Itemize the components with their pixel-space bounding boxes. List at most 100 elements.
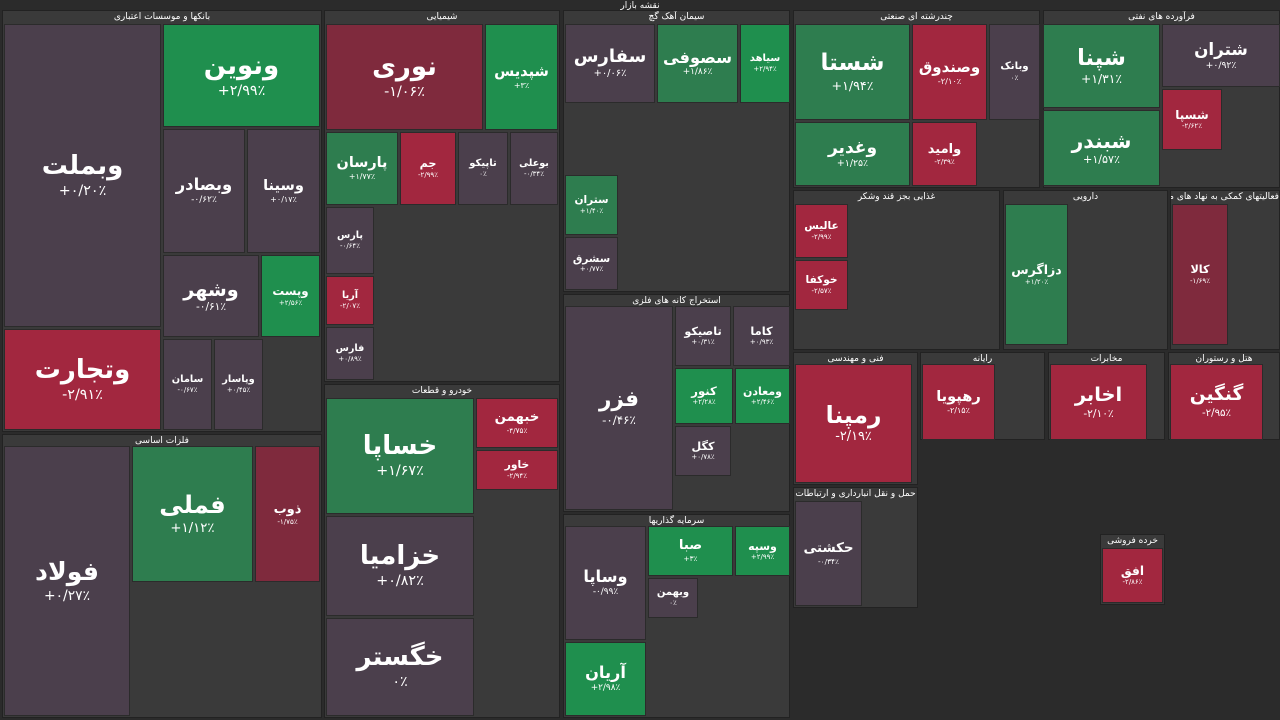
stock-tile[interactable]: وبملت +۰/۲۰٪ (4, 24, 161, 327)
stock-tile[interactable]: نوری -۱/۰۶٪ (326, 24, 483, 130)
stock-tile[interactable]: وغدیر +۱/۲۵٪ (795, 122, 910, 186)
stock-tile[interactable]: آریا -۲/۰۷٪ (326, 276, 374, 325)
stock-tile[interactable]: گنگین -۲/۹۵٪ (1170, 364, 1263, 440)
stock-tile[interactable]: پارس -۰/۶۴٪ (326, 207, 374, 274)
stock-change: +۳٪ (513, 80, 530, 90)
stock-tile[interactable]: وشهر -۰/۶۱٪ (163, 255, 259, 337)
stock-symbol: جم (419, 157, 437, 171)
stock-tile[interactable]: افق -۲/۸۶٪ (1102, 548, 1163, 603)
stock-tile[interactable]: خبهمن -۴/۷۵٪ (476, 398, 558, 448)
stock-tile[interactable]: خزامیا +۰/۸۲٪ (326, 516, 474, 616)
stock-tile[interactable]: وساپا -۰/۹۹٪ (565, 526, 646, 640)
stock-change: +۱/۲۵٪ (836, 158, 869, 170)
stock-change: -۲/۹۵٪ (1201, 407, 1232, 419)
stock-change: -۱/۶۹٪ (1190, 276, 1210, 285)
stock-change: -۲/۹۹٪ (418, 170, 438, 179)
stock-symbol: کاما (750, 323, 773, 338)
stock-tile[interactable]: وسینا +۰/۱۷٪ (247, 129, 320, 253)
stock-change: -۲/۹۹٪ (811, 232, 832, 241)
stock-change: -۲/۱۰٪ (1083, 406, 1114, 420)
stock-change: +۱/۳۱٪ (1081, 72, 1122, 87)
stock-tile[interactable]: صبا +۳٪ (648, 526, 733, 576)
stock-tile[interactable]: وصندوق -۲/۱۰٪ (912, 24, 987, 120)
stock-symbol: عالیس (804, 220, 839, 233)
stock-tile[interactable]: کگل +۰/۷۸٪ (675, 426, 731, 476)
sector-name: حمل و نقل انبارداری و ارتباطات (795, 489, 916, 499)
stock-change: -۲/۳۹٪ (934, 157, 955, 167)
stock-change: +۱/۵۷٪ (1083, 152, 1120, 166)
stock-tile[interactable]: سصوفی +۱/۸۶٪ (657, 24, 738, 103)
stock-change: ۰٪ (479, 169, 487, 178)
stock-tile[interactable]: پارسان +۱/۷۷٪ (326, 132, 398, 205)
stock-symbol: آریان (585, 663, 626, 683)
stock-tile[interactable]: وبانک ۰٪ (989, 24, 1040, 120)
stock-symbol: ومعادن (742, 384, 783, 398)
stock-tile[interactable]: فولاد +۰/۲۷٪ (4, 446, 130, 716)
stock-change: +۲/۹۸٪ (590, 682, 621, 693)
stock-symbol: افق (1120, 563, 1145, 578)
stock-change: -۰/۳۴٪ (524, 169, 544, 178)
stock-tile[interactable]: بوعلی -۰/۳۴٪ (510, 132, 558, 205)
stock-tile[interactable]: ستران +۱/۴۰٪ (565, 175, 618, 235)
stock-tile[interactable]: خوکفا -۲/۵۷٪ (795, 260, 848, 310)
stock-tile[interactable]: کالا -۱/۶۹٪ (1172, 204, 1228, 345)
stock-tile[interactable]: ذوب -۱/۷۵٪ (255, 446, 320, 582)
stock-tile[interactable]: شپدیس +۳٪ (485, 24, 558, 130)
stock-tile[interactable]: وامید -۲/۳۹٪ (912, 122, 977, 186)
stock-symbol: ستران (574, 194, 609, 207)
sector-name: فنی و مهندسی (827, 354, 884, 364)
stock-tile[interactable]: دزاگرس +۱/۲۰٪ (1005, 204, 1068, 345)
sector-name: رایانه (972, 354, 993, 364)
stock-tile[interactable]: خساپا +۱/۶۷٪ (326, 398, 474, 514)
stock-tile[interactable]: شسپا -۲/۶۲٪ (1162, 89, 1222, 150)
stock-symbol: خزامیا (359, 541, 441, 572)
stock-tile[interactable]: وسپه +۲/۹۹٪ (735, 526, 790, 576)
stock-change: +۱/۷۷٪ (348, 171, 376, 181)
stock-tile[interactable]: آریان +۲/۹۸٪ (565, 642, 646, 716)
stock-tile[interactable]: سفارس +۰/۰۶٪ (565, 24, 655, 103)
stock-tile[interactable]: رمپنا -۲/۱۹٪ (795, 364, 912, 483)
stock-symbol: رمپنا (825, 401, 882, 430)
stock-tile[interactable]: رهپویا -۲/۱۵٪ (922, 364, 995, 440)
stock-change: +۱/۶۷٪ (376, 463, 424, 480)
stock-tile[interactable]: تاصیکو +۰/۳۱٪ (675, 306, 731, 366)
stock-tile[interactable]: خاور -۲/۹۴٪ (476, 450, 558, 490)
stock-symbol: وپاسار (222, 374, 255, 386)
stock-tile[interactable]: تاپیکو ۰٪ (458, 132, 508, 205)
stock-change: -۴/۷۵٪ (506, 426, 528, 436)
stock-tile[interactable]: فزر -۰/۴۶٪ (565, 306, 673, 510)
stock-tile[interactable]: شپنا +۱/۳۱٪ (1043, 24, 1160, 108)
stock-symbol: خوکفا (805, 274, 838, 287)
stock-tile[interactable]: حکشتی -۰/۳۴٪ (795, 501, 862, 606)
stock-tile[interactable]: ونوین +۲/۹۹٪ (163, 24, 320, 127)
stock-tile[interactable]: سشرق +۰/۷۷٪ (565, 237, 618, 290)
stock-tile[interactable]: فارس +۰/۸۹٪ (326, 327, 374, 380)
stock-tile[interactable]: سامان -۰/۶۷٪ (163, 339, 212, 430)
stock-tile[interactable]: خگستر ۰٪ (326, 618, 474, 716)
stock-tile[interactable]: شتران +۰/۹۲٪ (1162, 24, 1280, 87)
stock-tile[interactable]: کاما +۰/۹۳٪ (733, 306, 790, 366)
stock-tile[interactable]: وپاسار +۰/۴۵٪ (214, 339, 263, 430)
stock-change: -۲/۱۰٪ (937, 75, 962, 86)
stock-tile[interactable]: ومعادن +۲/۴۶٪ (735, 368, 790, 424)
stock-tile[interactable]: وتجارت -۲/۹۱٪ (4, 329, 161, 430)
stock-change: -۰/۹۹٪ (592, 586, 619, 597)
stock-tile[interactable]: کنور +۲/۲۸٪ (675, 368, 733, 424)
stock-tile[interactable]: فملی +۱/۱۲٪ (132, 446, 253, 582)
stock-tile[interactable]: وبهمن ۰٪ (648, 578, 698, 618)
stock-change: +۱/۴۰٪ (579, 206, 604, 215)
stock-symbol: کالا (1190, 263, 1210, 277)
stock-tile[interactable]: سیاهد +۲/۹۴٪ (740, 24, 790, 103)
stock-change: +۲/۴۶٪ (750, 398, 775, 407)
stock-tile[interactable]: وبصادر -۰/۶۲٪ (163, 129, 245, 253)
stock-tile[interactable]: شستا +۱/۹۴٪ (795, 24, 910, 120)
sector-name: چندرشته ای صنعتی (880, 12, 953, 22)
stock-tile[interactable]: جم -۲/۹۹٪ (400, 132, 456, 205)
stock-symbol: خساپا (362, 431, 438, 462)
stock-tile[interactable]: عالیس -۲/۹۹٪ (795, 204, 848, 258)
stock-tile[interactable]: شبندر +۱/۵۷٪ (1043, 110, 1160, 186)
stock-tile[interactable]: اخابر -۲/۱۰٪ (1050, 364, 1147, 440)
stock-symbol: وبصادر (175, 175, 233, 195)
stock-tile[interactable]: وپست +۲/۵۶٪ (261, 255, 320, 337)
sector-name: مخابرات (1090, 354, 1123, 364)
